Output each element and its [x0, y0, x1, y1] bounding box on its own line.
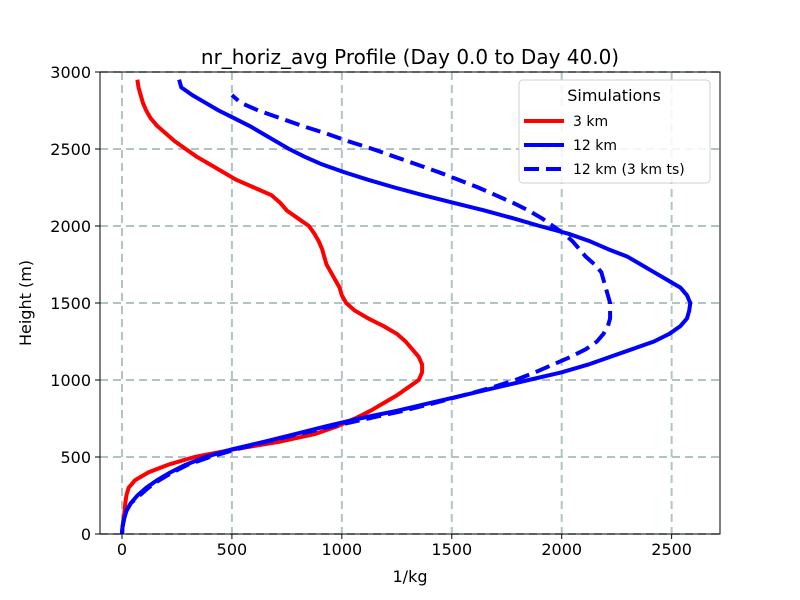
y-tick-label: 1000 [50, 371, 91, 390]
legend-box [518, 79, 711, 184]
legend-label-1: 3 km [573, 114, 608, 130]
series-line-3 [120, 93, 613, 535]
x-tick-label: 1500 [431, 540, 472, 559]
x-tick-label: 0 [117, 540, 127, 559]
y-tick-label: 0 [81, 525, 91, 544]
tick-layer: 0 500 1000 1500 2000 2500 0 500 1000 1500 2000 2500… [50, 63, 692, 559]
y-tick-label: 2500 [50, 140, 91, 159]
legend: Simulations 3 km 12 km 12 km (3 km ts) [518, 79, 711, 184]
x-tick-label: 2000 [541, 540, 582, 559]
legend-label-3: 12 km (3 km ts) [573, 162, 685, 178]
y-tick-label: 500 [60, 448, 91, 467]
chart-title: nr_horiz_avg Profile (Day 0.0 to Day 40.… [201, 45, 619, 69]
y-tick-label: 3000 [50, 63, 91, 82]
x-tick-label: 1000 [321, 540, 362, 559]
grid-layer [100, 71, 720, 535]
x-tick-label: 2500 [651, 540, 692, 559]
series-line-1 [120, 79, 425, 535]
legend-items: 3 km 12 km 12 km (3 km ts) [524, 114, 685, 178]
y-tick-label: 2000 [50, 217, 91, 236]
legend-label-2: 12 km [573, 138, 617, 154]
series-layer [120, 79, 693, 535]
y-tick-label: 1500 [50, 294, 91, 313]
x-axis-label: 1/kg [393, 567, 428, 586]
x-tick-label: 500 [217, 540, 248, 559]
legend-title: Simulations [567, 86, 661, 105]
y-axis-label: Height (m) [16, 260, 35, 346]
